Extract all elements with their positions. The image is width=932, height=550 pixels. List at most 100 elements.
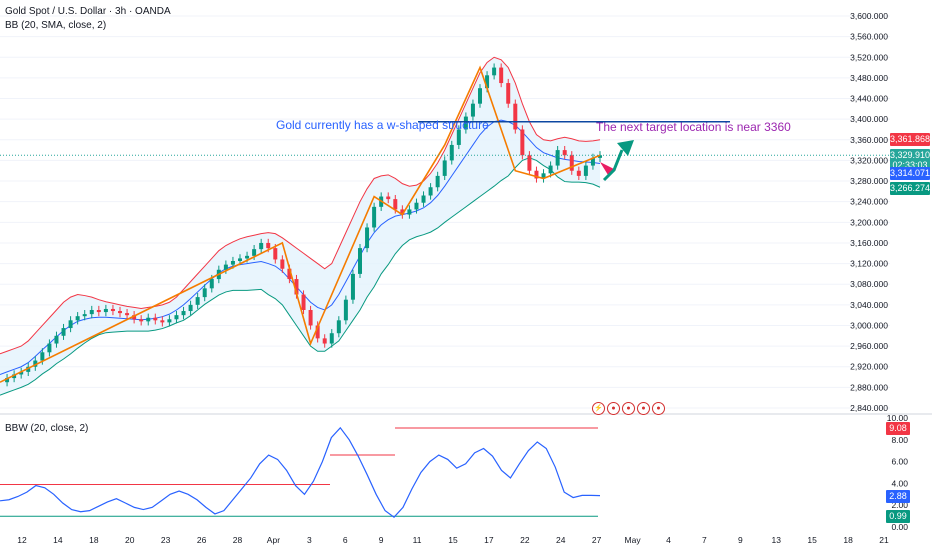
price-axis-label: 3,200.000	[850, 217, 888, 227]
bbw-tag[interactable]: 2.88	[886, 489, 910, 503]
price-tag[interactable]: 3,266.274	[890, 182, 931, 196]
bb-lower-line[interactable]	[0, 157, 601, 396]
bb-band-fill	[0, 57, 600, 396]
time-axis-label: 20	[125, 535, 135, 545]
w-structure-annotation[interactable]: Gold currently has a w-shaped structure	[276, 118, 489, 132]
candle-body	[576, 170, 581, 176]
time-axis-label: 13	[772, 535, 782, 545]
candle-body	[562, 150, 567, 156]
price-tag[interactable]: 3,361.868	[890, 132, 931, 146]
bbw-axis-label: 6.00	[891, 457, 908, 467]
bbw-axis-label: 2.00	[891, 500, 908, 510]
price-axis-label: 3,400.000	[850, 114, 888, 124]
time-axis-label: 7	[702, 535, 707, 545]
price-axis-label: 3,040.000	[850, 300, 888, 310]
candle-body	[470, 103, 475, 117]
candle-body	[393, 199, 398, 210]
candle-body	[223, 264, 228, 270]
candle-body	[238, 258, 242, 261]
price-tag[interactable]: 3,314.071	[890, 166, 931, 180]
up-arrow-shaft[interactable]	[602, 149, 624, 182]
bbw-axis-label: 4.00	[891, 478, 908, 488]
bb-indicator-label[interactable]: BB (20, SMA, close, 2)	[5, 20, 107, 31]
candle-body	[456, 129, 461, 145]
candle-body	[40, 352, 45, 361]
time-axis-label: 22	[520, 535, 530, 545]
candle-body	[365, 227, 370, 249]
candle-body	[414, 202, 419, 210]
time-axis-label: 14	[53, 535, 63, 545]
candle-body	[75, 316, 80, 321]
candle-body	[329, 333, 334, 344]
price-axis-label: 2,840.000	[850, 403, 888, 413]
price-axis-label: 3,360.000	[850, 135, 888, 145]
candle-body	[47, 343, 52, 353]
candle-body	[541, 173, 546, 179]
candle-body	[188, 304, 193, 312]
price-axis-label: 3,240.000	[850, 197, 888, 207]
time-axis-label: 9	[379, 535, 384, 545]
time-axis-label: 28	[233, 535, 243, 545]
candle-body	[520, 129, 525, 156]
bbw-indicator-label[interactable]: BBW (20, close, 2)	[5, 423, 89, 434]
candle-body	[245, 255, 250, 259]
bbw-axis-label: 10.00	[887, 413, 909, 423]
candle-body	[358, 248, 362, 274]
flag-icon-us[interactable]: ●	[622, 402, 635, 415]
flag-icon-us[interactable]: ●	[652, 402, 665, 415]
flag-icon-us[interactable]: ●	[637, 402, 650, 415]
time-axis-label: May	[625, 535, 642, 545]
candle-body	[590, 157, 595, 166]
candle-body	[167, 319, 172, 323]
candle-body	[12, 374, 17, 379]
time-axis-label: 4	[666, 535, 671, 545]
candle-body	[449, 144, 454, 161]
candle-body	[428, 187, 433, 196]
candle-body	[61, 328, 66, 336]
bb-basis-line[interactable]	[0, 119, 601, 375]
candle-body	[287, 268, 292, 280]
candle-body	[96, 310, 101, 313]
flag-icon-us[interactable]: ●	[607, 402, 620, 415]
candle-body	[294, 279, 299, 295]
candle-body	[153, 317, 158, 321]
candle-body	[139, 319, 144, 322]
time-axis-label: 24	[556, 535, 566, 545]
candle-body	[5, 378, 10, 383]
time-axis-label: 11	[413, 535, 422, 545]
candle-body	[174, 315, 179, 320]
target-annotation[interactable]: The next target location is near 3360	[596, 120, 791, 134]
price-tag[interactable]: 3,329.910	[890, 149, 931, 163]
bbw-tag[interactable]: 0.99	[886, 510, 910, 524]
candle-body	[463, 116, 468, 130]
price-axis-label: 3,440.000	[850, 94, 888, 104]
candle-body	[273, 248, 278, 260]
candle-body	[252, 249, 257, 256]
bbw-line[interactable]	[0, 426, 601, 518]
candle-body	[372, 206, 377, 228]
price-axis-label: 3,520.000	[850, 52, 888, 62]
candle-body	[598, 155, 602, 158]
up-arrow-head[interactable]	[617, 140, 634, 156]
time-axis-label: 3	[307, 535, 312, 545]
candle-body	[386, 196, 391, 200]
price-axis-label: 3,080.000	[850, 279, 888, 289]
bb-upper-line[interactable]	[0, 56, 601, 355]
candle-body	[569, 155, 574, 171]
price-axis-label: 2,880.000	[850, 382, 888, 392]
w-trend-line[interactable]	[0, 65, 601, 383]
time-axis-label: 12	[17, 535, 27, 545]
candle-body	[266, 242, 271, 249]
candle-body	[527, 155, 532, 171]
price-axis-label: 3,480.000	[850, 73, 888, 83]
time-axis-label: Apr	[267, 535, 280, 545]
flash-icon[interactable]: ⚡	[592, 402, 605, 415]
candle-body	[209, 279, 214, 289]
candle-body	[506, 83, 511, 104]
bbw-tag[interactable]: 9.08	[886, 422, 910, 436]
candle-body	[280, 259, 285, 269]
candle-body	[146, 317, 151, 322]
candle-body	[68, 320, 73, 329]
candle-body	[230, 261, 235, 265]
